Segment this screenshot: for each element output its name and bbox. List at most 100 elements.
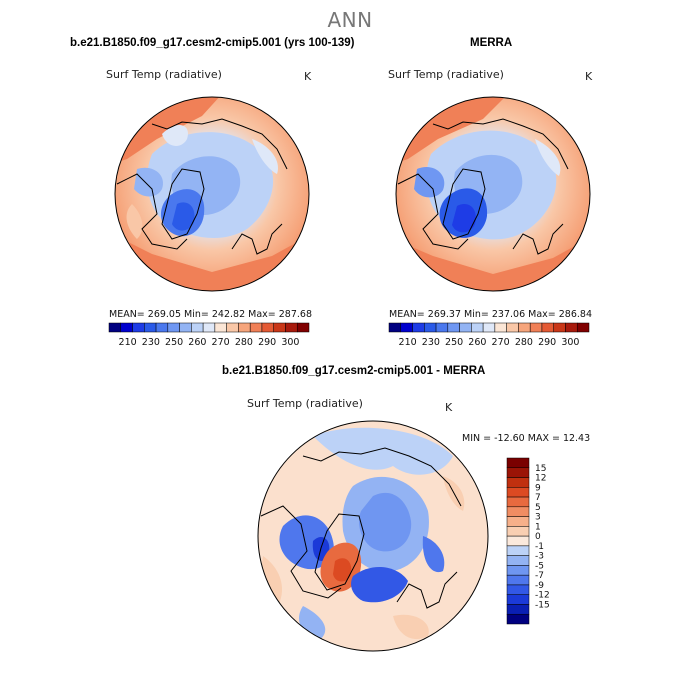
colorbar-swatch — [541, 322, 554, 333]
colorbar-swatch — [529, 322, 543, 333]
colorbar-swatch — [506, 604, 530, 615]
colorbar-tick-label: 280 — [235, 337, 253, 348]
colorbar-swatch — [506, 584, 530, 595]
colorbar-swatch — [120, 322, 133, 333]
obs-canadian-archipelago — [414, 166, 445, 198]
obs-panel-title: MERRA — [470, 37, 513, 49]
colorbar-tick-label: 300 — [561, 337, 579, 348]
colorbar-swatch — [576, 322, 590, 333]
colorbar-swatch — [108, 322, 122, 333]
colorbar-swatch — [261, 322, 274, 333]
colorbar-tick-label: 1 — [535, 522, 541, 532]
model-polar-map — [114, 96, 310, 292]
obs-units-label: K — [585, 70, 593, 83]
model-greenland-core — [172, 202, 195, 231]
diff-panel-title: b.e21.B1850.f09_g17.cesm2-cmip5.001 - ME… — [222, 365, 486, 377]
colorbar-swatch — [400, 322, 413, 333]
colorbar-swatch — [447, 322, 460, 333]
model-siberia-region — [252, 139, 278, 174]
colorbar-swatch — [214, 322, 227, 333]
colorbar-swatch — [424, 322, 437, 333]
model-coastline-eurasia — [151, 118, 288, 170]
diff-units-label: K — [445, 401, 453, 414]
model-variable-label: Surf Temp (radiative) — [106, 68, 222, 81]
diff-east-siberian-cool — [422, 536, 445, 573]
colorbar-tick-label: -3 — [535, 552, 544, 562]
colorbar-swatch — [506, 477, 530, 488]
diff-barents-cool — [351, 566, 408, 603]
colorbar-swatch — [518, 322, 531, 333]
colorbar-tick-label: 0 — [535, 532, 541, 542]
diff-coastline-greenland — [314, 513, 365, 591]
diff-coastline-na — [260, 505, 342, 599]
obs-coastline-scandinavia — [512, 223, 564, 255]
model-coastline-scandinavia — [231, 223, 283, 255]
model-colorbar: 210 230 250 260 270 280 290 300 — [108, 322, 310, 348]
colorbar-swatch — [249, 322, 263, 333]
colorbar-swatch — [296, 322, 310, 333]
colorbar-swatch — [506, 506, 530, 517]
colorbar-tick-label: -9 — [535, 581, 544, 591]
colorbar-swatch — [506, 613, 530, 625]
colorbar-swatch — [506, 467, 530, 478]
colorbar-swatch — [167, 322, 180, 333]
model-coastline-greenland — [161, 168, 205, 240]
colorbar-tick-label: 270 — [212, 337, 230, 348]
obs-siberia-region — [535, 139, 561, 176]
colorbar-tick-label: 300 — [281, 337, 299, 348]
colorbar-swatch — [506, 535, 530, 547]
model-coastline-na — [116, 173, 188, 250]
colorbar-tick-label: 260 — [468, 337, 486, 348]
colorbar-tick-label: 15 — [535, 464, 546, 474]
figure-title: ANN — [327, 8, 373, 32]
colorbar-swatch — [506, 516, 530, 527]
model-hudson-region — [126, 204, 143, 239]
colorbar-tick-label: 210 — [399, 337, 417, 348]
model-alaska-region — [162, 124, 188, 146]
diff-polar-map — [257, 420, 489, 652]
colorbar-tick-label: 9 — [535, 483, 541, 493]
colorbar-tick-label: 230 — [142, 337, 160, 348]
colorbar-tick-label: 7 — [535, 493, 541, 503]
colorbar-swatch — [155, 322, 169, 333]
diff-greenland-warm-core — [333, 558, 352, 582]
colorbar-tick-label: -1 — [535, 542, 544, 552]
colorbar-tick-label: -12 — [535, 591, 550, 601]
diff-cool-region-north — [313, 427, 453, 475]
obs-polar-map — [395, 96, 591, 292]
colorbar-swatch — [482, 322, 496, 333]
colorbar-swatch — [506, 496, 530, 508]
colorbar-tick-label: 290 — [538, 337, 556, 348]
colorbar-tick-label: 290 — [258, 337, 276, 348]
colorbar-swatch — [506, 526, 530, 537]
colorbar-tick-label: 230 — [422, 337, 440, 348]
colorbar-swatch — [202, 322, 216, 333]
colorbar-tick-label: -7 — [535, 571, 544, 581]
colorbar-swatch — [494, 322, 507, 333]
model-map-border — [114, 96, 310, 292]
obs-coastline-eurasia — [432, 118, 569, 170]
colorbar-swatch — [238, 322, 251, 333]
diff-map-border — [257, 420, 489, 652]
colorbar-tick-label: 270 — [492, 337, 510, 348]
model-stats: MEAN= 269.05 Min= 242.82 Max= 287.68 — [109, 309, 313, 320]
diff-stats: MIN = -12.60 MAX = 12.43 — [462, 433, 591, 444]
diff-arctic-cool-core — [359, 492, 412, 552]
diff-warm-patch-s — [393, 614, 429, 640]
diff-variable-label: Surf Temp (radiative) — [247, 397, 363, 410]
obs-greenland-core — [452, 204, 476, 233]
colorbar-swatch — [435, 322, 449, 333]
diff-coastline-eurasia — [302, 447, 462, 507]
colorbar-tick-label: -5 — [535, 561, 544, 571]
colorbar-swatch — [132, 322, 145, 333]
colorbar-swatch — [565, 322, 578, 333]
obs-colorbar: 210 230 250 260 270 280 290 300 — [388, 322, 590, 348]
obs-variable-label: Surf Temp (radiative) — [388, 68, 504, 81]
model-panel-title: b.e21.B1850.f09_g17.cesm2-cmip5.001 (yrs… — [70, 37, 355, 49]
diff-coastline-scandinavia — [396, 571, 458, 609]
colorbar-swatch — [506, 322, 519, 333]
colorbar-tick-label: 250 — [165, 337, 183, 348]
colorbar-swatch — [179, 322, 192, 333]
colorbar-swatch — [412, 322, 425, 333]
